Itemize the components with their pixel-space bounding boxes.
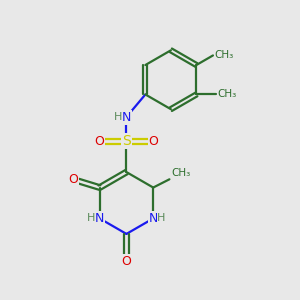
Text: S: S	[122, 134, 131, 148]
Text: O: O	[94, 135, 104, 148]
Text: CH₃: CH₃	[217, 89, 236, 100]
Text: O: O	[122, 255, 131, 268]
Text: O: O	[148, 135, 158, 148]
Text: CH₃: CH₃	[214, 50, 233, 60]
Text: N: N	[148, 212, 158, 225]
Text: O: O	[68, 173, 78, 186]
Text: N: N	[95, 212, 104, 225]
Text: H: H	[157, 214, 166, 224]
Text: H: H	[114, 112, 123, 122]
Text: CH₃: CH₃	[171, 168, 190, 178]
Text: N: N	[122, 110, 131, 124]
Text: H: H	[87, 214, 96, 224]
